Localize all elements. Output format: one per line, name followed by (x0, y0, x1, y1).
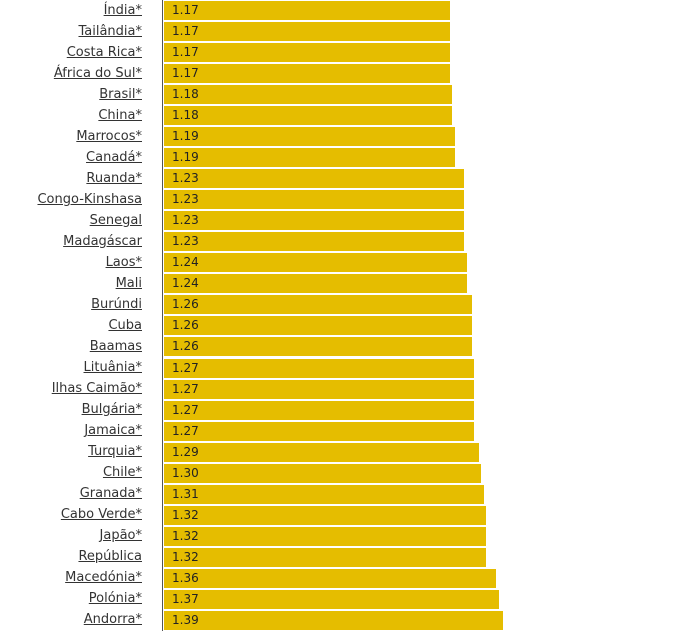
category-label[interactable]: Madagáscar (63, 233, 142, 249)
category-label[interactable]: Baamas (89, 338, 142, 354)
category-label[interactable]: Laos* (105, 254, 142, 270)
bar-value-label: 1.39 (172, 612, 199, 627)
category-label[interactable]: Ruanda* (86, 170, 142, 186)
bar (164, 421, 475, 441)
category-label[interactable]: Índia* (103, 2, 142, 18)
bar (164, 85, 453, 105)
bar (164, 400, 475, 420)
bar-value-label: 1.31 (172, 486, 199, 501)
category-label[interactable]: Tailândia* (78, 23, 142, 39)
bar (164, 106, 453, 126)
bar-value-label: 1.19 (172, 150, 199, 165)
bar-value-label: 1.32 (172, 549, 199, 564)
bar-value-label: 1.23 (172, 171, 199, 186)
category-label[interactable]: República (78, 549, 142, 565)
category-label[interactable]: Burúndi (91, 296, 142, 312)
bar-value-label: 1.26 (172, 318, 199, 333)
bar-value-label: 1.36 (172, 570, 199, 585)
bar (164, 610, 504, 630)
category-label[interactable]: Turquia* (88, 444, 142, 460)
category-label[interactable]: África do Sul* (53, 65, 142, 81)
category-label[interactable]: Granada* (79, 486, 142, 502)
category-label[interactable]: Chile* (102, 465, 142, 481)
category-label[interactable]: Canadá* (86, 149, 142, 165)
bar (164, 442, 480, 462)
bar (164, 547, 487, 567)
bar-value-label: 1.27 (172, 381, 199, 396)
bar-value-label: 1.24 (172, 276, 199, 291)
bar-value-label: 1.17 (172, 66, 199, 81)
bar (164, 484, 484, 504)
bar (164, 127, 455, 147)
bar (164, 316, 472, 336)
y-axis-line (162, 0, 163, 631)
bar-value-label: 1.29 (172, 444, 199, 459)
category-label[interactable]: China* (98, 107, 142, 123)
bar (164, 568, 497, 588)
bar-value-label: 1.27 (172, 360, 199, 375)
bar (164, 232, 465, 252)
bar-value-label: 1.18 (172, 108, 199, 123)
bar-value-label: 1.18 (172, 87, 199, 102)
bar-value-label: 1.23 (172, 234, 199, 249)
bar (164, 148, 455, 168)
bar (164, 169, 465, 189)
bar-value-label: 1.30 (172, 465, 199, 480)
category-label[interactable]: Japão* (99, 528, 142, 544)
bar (164, 358, 475, 378)
bar-value-label: 1.23 (172, 213, 199, 228)
bar (164, 295, 472, 315)
category-label[interactable]: Jamaica* (84, 423, 142, 439)
bar-value-label: 1.17 (172, 45, 199, 60)
bar (164, 274, 467, 294)
category-label[interactable]: Ilhas Caimão* (51, 381, 142, 397)
bar-value-label: 1.32 (172, 528, 199, 543)
category-label[interactable]: Lituânia* (83, 360, 142, 375)
bar-value-label: 1.23 (172, 192, 199, 207)
bar-value-label: 1.27 (172, 423, 199, 438)
bar-value-label: 1.19 (172, 129, 199, 144)
category-label[interactable]: Brasil* (99, 86, 142, 102)
bar (164, 337, 472, 357)
bar-value-label: 1.17 (172, 3, 199, 17)
category-label[interactable]: Congo-Kinshasa (37, 191, 142, 207)
category-label[interactable]: Bulgária* (81, 402, 142, 418)
bar-value-label: 1.32 (172, 507, 199, 522)
bar (164, 211, 465, 231)
category-label[interactable]: Marrocos* (76, 128, 142, 144)
category-label[interactable]: Cuba (108, 317, 142, 333)
bar (164, 253, 467, 273)
category-label[interactable]: Macedónia* (65, 570, 142, 586)
category-label[interactable]: Cabo Verde* (60, 507, 142, 523)
bar (164, 190, 465, 210)
bar-value-label: 1.24 (172, 255, 199, 270)
category-label[interactable]: Senegal (89, 212, 142, 228)
category-label[interactable]: Andorra* (83, 612, 142, 628)
bar (164, 505, 487, 525)
bar-value-label: 1.26 (172, 297, 199, 312)
bar (164, 463, 482, 483)
category-label[interactable]: Mali (115, 275, 142, 291)
category-label[interactable]: Costa Rica* (66, 44, 142, 60)
bar (164, 526, 487, 546)
category-label[interactable]: Polónia* (88, 591, 142, 607)
bar (164, 64, 450, 84)
bar-value-label: 1.37 (172, 591, 199, 606)
bar-value-label: 1.17 (172, 24, 199, 39)
bar-value-label: 1.27 (172, 402, 199, 417)
bar (164, 22, 450, 42)
bar (164, 379, 475, 399)
bar (164, 43, 450, 63)
bar (164, 1, 450, 20)
bar-value-label: 1.26 (172, 339, 199, 354)
bar (164, 589, 499, 609)
